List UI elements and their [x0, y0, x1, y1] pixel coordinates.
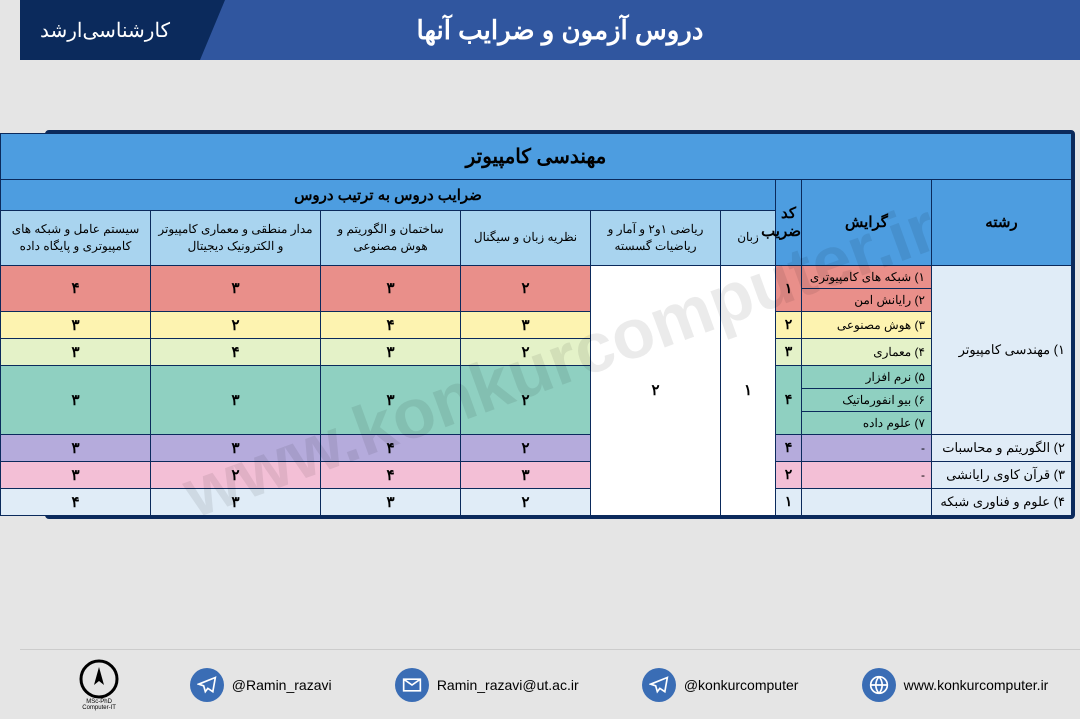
algo-cell: ۳ — [301, 265, 441, 311]
telegram-icon — [170, 668, 204, 702]
major-cell: ۱) مهندسی کامپیوتر — [912, 265, 1052, 434]
os-cell: ۳ — [0, 434, 131, 461]
footer-contact[interactable]: Ramin_razavi@ut.ac.ir — [375, 668, 559, 702]
trend-cell: ۵) نرم افزار — [782, 365, 912, 388]
code-cell: ۴ — [756, 434, 782, 461]
table-row: ۳) هوش مصنوعی۲۳۴۲۳ — [0, 311, 1052, 338]
globe-icon — [842, 668, 876, 702]
logic-cell: ۳ — [131, 365, 301, 434]
trend-cell: ۱) شبکه های کامپیوتری — [782, 265, 912, 288]
os-cell: ۳ — [0, 365, 131, 434]
footer-contact[interactable]: www.konkurcomputer.ir — [842, 668, 1029, 702]
footer: MSc-PhD Computer-IT @Ramin_razavi Ramin_r… — [0, 649, 1080, 719]
col-group: ضرایب دروس به ترتیب دروس — [0, 180, 756, 211]
table-row: ۴) معماری۳۲۳۴۳ — [0, 338, 1052, 365]
code-cell: ۲ — [756, 461, 782, 488]
footer-contact-text: @Ramin_razavi — [212, 677, 312, 693]
pen-icon — [59, 659, 99, 699]
trend-cell: - — [782, 461, 912, 488]
algo-cell: ۳ — [301, 365, 441, 434]
trend-cell — [782, 488, 912, 515]
footer-contact-text: www.konkurcomputer.ir — [884, 677, 1029, 693]
major-cell: ۴) علوم و فناوری شبکه — [912, 488, 1052, 515]
mail-icon — [375, 668, 409, 702]
col-trend: گرایش — [782, 180, 912, 266]
os-cell: ۴ — [0, 265, 131, 311]
algo-cell: ۳ — [301, 488, 441, 515]
logic-cell: ۴ — [131, 338, 301, 365]
logo-text: MSc-PhD Computer-IT — [52, 699, 107, 711]
header-badge: کارشناسی‌ارشد — [0, 0, 180, 60]
signal-cell: ۳ — [441, 311, 571, 338]
logic-cell: ۳ — [131, 434, 301, 461]
table-title: مهندسی کامپیوتر — [0, 134, 1052, 180]
header: کارشناسی‌ارشد دروس آزمون و ضرایب آنها — [0, 0, 1080, 60]
os-cell: ۳ — [0, 338, 131, 365]
logic-cell: ۳ — [131, 265, 301, 311]
code-cell: ۳ — [756, 338, 782, 365]
signal-cell: ۲ — [441, 434, 571, 461]
footer-contact-text: @konkurcomputer — [664, 677, 779, 693]
code-cell: ۲ — [756, 311, 782, 338]
footer-logo: MSc-PhD Computer-IT — [52, 657, 107, 712]
trend-cell: ۶) بیو انفورماتیک — [782, 388, 912, 411]
signal-cell: ۲ — [441, 488, 571, 515]
footer-contact[interactable]: @konkurcomputer — [622, 668, 779, 702]
code-cell: ۴ — [756, 365, 782, 434]
coefficients-table: مهندسی کامپیوتر رشته گرایش کد ضریب ضرایب… — [25, 130, 1055, 519]
table-row: ۵) نرم افزار۴۲۳۳۳ — [0, 365, 1052, 388]
lang-cell: ۱ — [701, 265, 756, 515]
algo-cell: ۴ — [301, 311, 441, 338]
signal-cell: ۲ — [441, 338, 571, 365]
col-algo: ساختمان و الگوریتم و هوش مصنوعی — [301, 211, 441, 266]
logic-cell: ۳ — [131, 488, 301, 515]
col-logic: مدار منطقی و معماری کامپیوتر و الکترونیک… — [131, 211, 301, 266]
algo-cell: ۳ — [301, 338, 441, 365]
major-cell: ۲) الگوریتم و محاسبات — [912, 434, 1052, 461]
code-cell: ۱ — [756, 265, 782, 311]
math-cell: ۲ — [571, 265, 701, 515]
logic-cell: ۲ — [131, 311, 301, 338]
badge-text: کارشناسی‌ارشد — [0, 0, 180, 60]
table-row: ۳) قرآن کاوی رایانشی-۲۳۴۲۳ — [0, 461, 1052, 488]
signal-cell: ۳ — [441, 461, 571, 488]
major-cell: ۳) قرآن کاوی رایانشی — [912, 461, 1052, 488]
col-math: ریاضی ۱و۲ و آمار و ریاضیات گسسته — [571, 211, 701, 266]
trend-cell: ۲) رایانش امن — [782, 288, 912, 311]
table-row: ۲) الگوریتم و محاسبات-۴۲۴۳۳ — [0, 434, 1052, 461]
col-major: رشته — [912, 180, 1052, 266]
table-row: ۴) علوم و فناوری شبکه۱۲۳۳۴ — [0, 488, 1052, 515]
algo-cell: ۴ — [301, 434, 441, 461]
trend-cell: ۷) علوم داده — [782, 411, 912, 434]
signal-cell: ۲ — [441, 365, 571, 434]
os-cell: ۴ — [0, 488, 131, 515]
os-cell: ۳ — [0, 461, 131, 488]
logic-cell: ۲ — [131, 461, 301, 488]
footer-contact-text: Ramin_razavi@ut.ac.ir — [417, 677, 559, 693]
code-cell: ۱ — [756, 488, 782, 515]
col-os: سیستم عامل و شبکه های کامپیوتری و پایگاه… — [0, 211, 131, 266]
os-cell: ۳ — [0, 311, 131, 338]
col-signal: نظریه زبان و سیگنال — [441, 211, 571, 266]
algo-cell: ۴ — [301, 461, 441, 488]
telegram-icon — [622, 668, 656, 702]
table-row: ۱) مهندسی کامپیوتر۱) شبکه های کامپیوتری۱… — [0, 265, 1052, 288]
trend-cell: ۳) هوش مصنوعی — [782, 311, 912, 338]
col-code: کد ضریب — [756, 180, 782, 266]
trend-cell: ۴) معماری — [782, 338, 912, 365]
footer-contact[interactable]: @Ramin_razavi — [170, 668, 312, 702]
signal-cell: ۲ — [441, 265, 571, 311]
trend-cell: - — [782, 434, 912, 461]
